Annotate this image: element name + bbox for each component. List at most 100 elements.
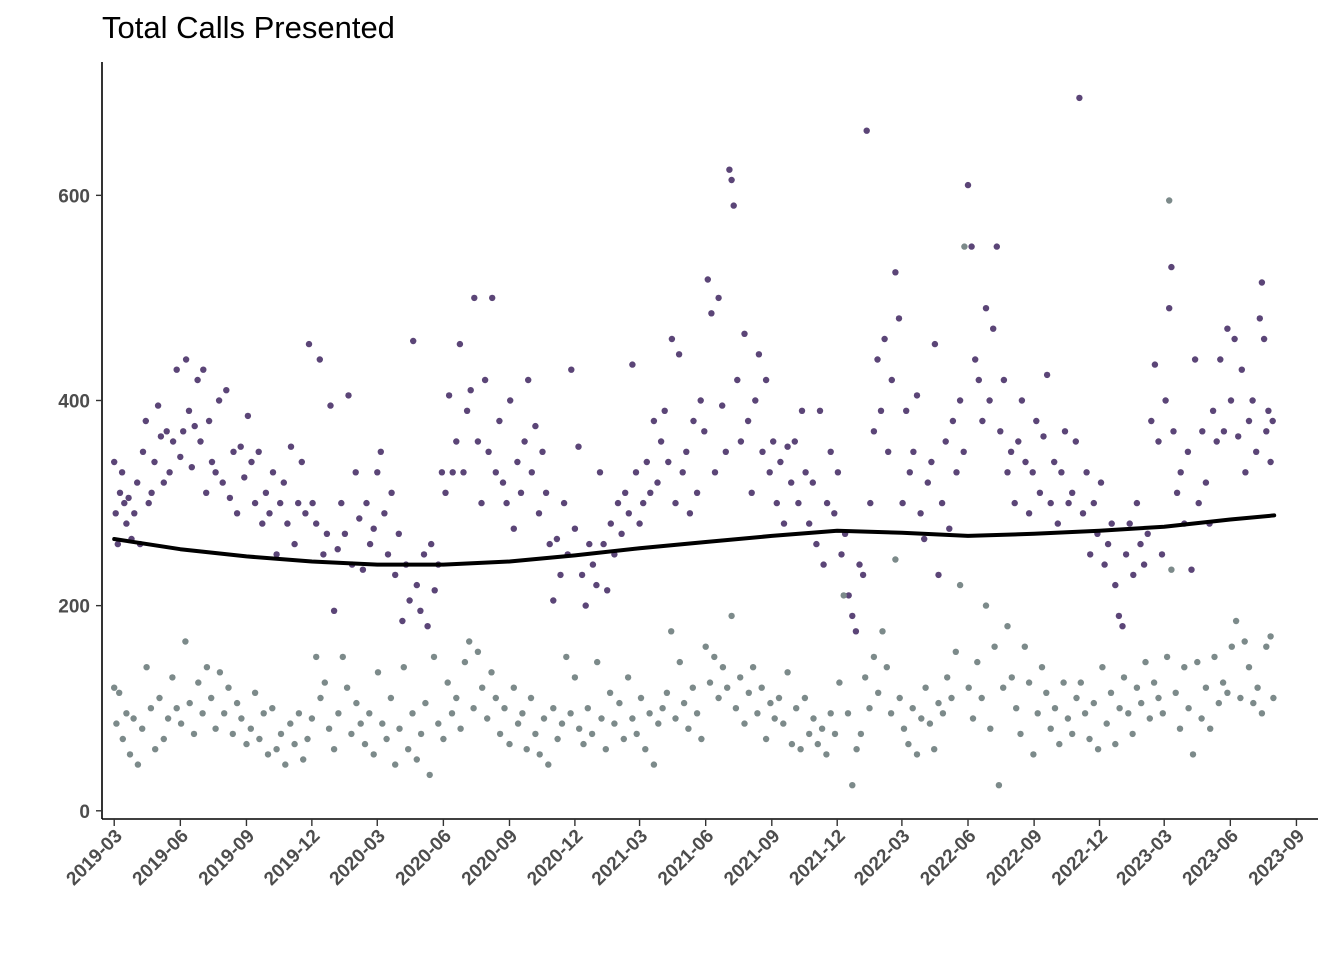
data-point-high [148, 489, 155, 496]
data-point-low [922, 684, 929, 691]
data-point-high [305, 340, 313, 348]
data-point-high [770, 438, 777, 445]
data-point-high [233, 510, 241, 517]
x-tick-label: 2022-09 [982, 826, 1046, 890]
data-point-low [295, 710, 303, 717]
data-point-low [510, 684, 517, 691]
data-point-low [801, 694, 809, 702]
data-point-high [291, 540, 298, 548]
data-point-high [169, 438, 177, 445]
data-point-low [444, 679, 451, 686]
data-point-low [453, 694, 460, 702]
data-point-low [357, 720, 364, 727]
points-layer [111, 94, 1277, 789]
data-point-low [892, 556, 899, 563]
data-point-high [1227, 397, 1235, 404]
data-point-low [1254, 684, 1261, 691]
data-point-low [392, 761, 399, 768]
data-point-low [905, 740, 912, 748]
data-point-high [1267, 458, 1274, 466]
data-point-high [823, 499, 831, 507]
data-point-high [241, 474, 248, 481]
data-point-high [632, 469, 640, 476]
data-point-high [535, 510, 543, 517]
data-point-low [186, 699, 193, 707]
data-point-high [622, 489, 629, 496]
data-point-low [1064, 715, 1072, 722]
data-point-high [489, 294, 496, 302]
data-point-low [944, 674, 951, 681]
data-point-low [325, 725, 333, 732]
data-point-low [457, 725, 464, 732]
data-point-high [741, 330, 748, 337]
data-point-high [1202, 479, 1210, 486]
data-point-high [449, 469, 456, 476]
data-point-low [844, 710, 852, 717]
x-tick-label: 2020-03 [326, 826, 390, 890]
data-point-high [208, 458, 216, 466]
data-point-high [388, 489, 395, 496]
data-point-low [195, 679, 202, 686]
data-point-low [857, 730, 865, 738]
data-point-low [330, 746, 338, 753]
data-point-low [470, 705, 477, 712]
data-point-low [693, 710, 701, 717]
data-point-low [715, 694, 722, 702]
data-point-low [1077, 679, 1085, 686]
data-point-high [643, 458, 650, 466]
data-point-low [606, 689, 614, 696]
data-point-high [672, 499, 679, 507]
data-point-low [496, 730, 504, 738]
data-point-low [221, 710, 228, 717]
data-point-high [625, 510, 632, 517]
data-point-low [1219, 679, 1227, 686]
data-point-high [766, 469, 773, 476]
data-point-high [1177, 469, 1184, 476]
data-point-high [849, 612, 856, 620]
data-point-low [719, 664, 727, 671]
data-point-low [1194, 658, 1201, 666]
data-point-low [672, 715, 679, 722]
data-point-high [560, 499, 568, 507]
data-point-high [806, 520, 813, 527]
data-point-low [974, 658, 981, 666]
data-point-low [611, 720, 618, 727]
data-point-high [654, 479, 661, 486]
data-point-high [1217, 356, 1224, 363]
data-point-high [1076, 94, 1083, 102]
data-point-high [546, 540, 553, 548]
data-point-high [1115, 612, 1123, 620]
data-point-low [366, 710, 373, 717]
data-point-high [1148, 417, 1155, 425]
data-point-high [856, 561, 863, 568]
x-tick-label: 2019-09 [195, 826, 259, 890]
x-tick-label: 2022-03 [850, 826, 914, 890]
data-point-high [182, 356, 190, 363]
y-tick-label: 400 [58, 391, 90, 412]
data-point-low [492, 694, 499, 702]
data-point-high [917, 510, 924, 517]
data-point-low [536, 751, 543, 758]
x-tick-label: 2021-06 [654, 826, 718, 890]
data-point-high [244, 412, 252, 420]
data-point-high [1265, 407, 1272, 414]
x-tick-label: 2021-09 [720, 826, 784, 890]
data-point-low [1198, 715, 1205, 722]
data-point-low [567, 710, 574, 717]
data-point-high [295, 499, 302, 507]
data-point-low [939, 710, 947, 717]
data-point-high [266, 510, 273, 517]
data-point-low [1185, 705, 1192, 712]
data-point-high [1168, 263, 1175, 271]
data-point-low [1172, 689, 1179, 696]
data-point-high [665, 458, 672, 466]
data-point-high [874, 356, 881, 363]
data-point-high [1220, 428, 1228, 435]
data-point-low [282, 761, 289, 768]
data-point-low [126, 751, 134, 758]
data-point-high [777, 458, 784, 466]
data-point-high [636, 520, 643, 527]
data-point-high [131, 510, 138, 517]
data-point-low [571, 674, 579, 681]
x-tick-label: 2020-06 [392, 826, 456, 890]
